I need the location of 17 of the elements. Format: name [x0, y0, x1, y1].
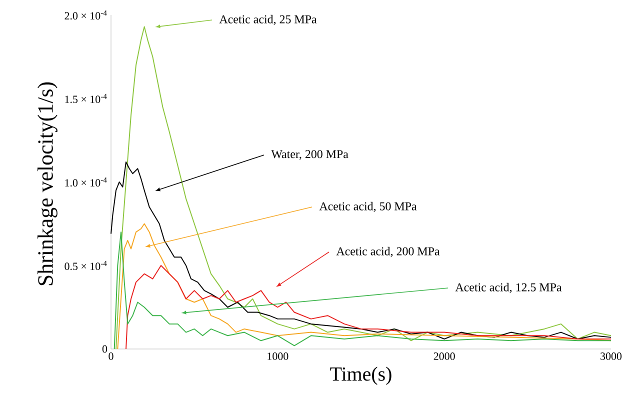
annotation: Acetic acid, 12.5 MPa [455, 282, 562, 294]
x-tick-label: 3000 [600, 352, 622, 360]
x-tick-label: 0 [108, 352, 114, 360]
x-tick-label: 2000 [434, 352, 455, 360]
x-axis-title: Time(s) [330, 366, 392, 385]
annotation: Acetic acid, 50 MPa [319, 202, 417, 212]
annotation: Acetic acid, 200 MPa [336, 246, 440, 258]
y-tick-label: 0.5 × 10$^{-4}$ [64, 260, 107, 270]
y-tick-label: 1.0 × 10$^{-4}$ [65, 177, 107, 187]
line-series [110, 161, 612, 340]
y-tick-label: 0 [102, 345, 108, 353]
y-tick-label: 2.0 × 10$^{-4}$ [64, 10, 107, 20]
x-tick-label: 1000 [268, 352, 288, 360]
annotation: Acetic acid, 25 MPa [219, 14, 317, 26]
y-tick-label: 1.5 × 10$^{-4}$ [65, 94, 107, 104]
annotation: Water, 200 MPa [271, 150, 348, 160]
y-axis-title: Shrinkage velocity(1/s) [38, 82, 58, 286]
